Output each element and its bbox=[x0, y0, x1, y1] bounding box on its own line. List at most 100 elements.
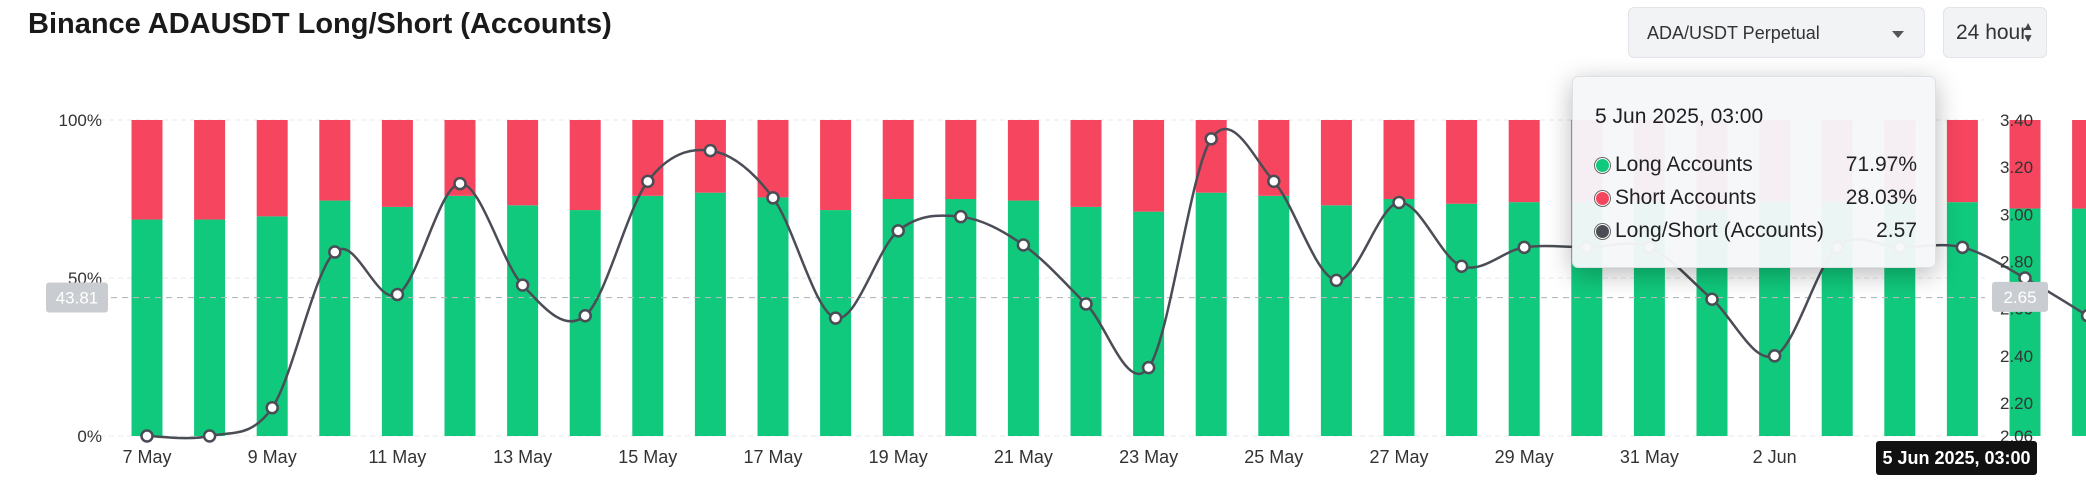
crosshair-right-value: 2.65 bbox=[2003, 288, 2036, 307]
long-bar bbox=[569, 210, 601, 436]
short-dot-icon bbox=[1595, 191, 1610, 206]
ratio-point bbox=[2080, 309, 2086, 323]
crosshair-time-label: 5 Jun 2025, 03:00 bbox=[1876, 441, 2037, 475]
crosshair-left-value: 43.81 bbox=[56, 289, 99, 308]
y-right-tick-label: 2.80 bbox=[2000, 252, 2033, 271]
short-bar bbox=[1070, 120, 1102, 207]
ratio-point bbox=[140, 429, 154, 443]
ratio-point bbox=[891, 224, 905, 238]
long-dot-icon bbox=[1595, 158, 1610, 173]
crosshair-left-badge bbox=[46, 282, 108, 313]
short-bar bbox=[820, 120, 852, 211]
ratio-point bbox=[1267, 174, 1281, 189]
long-bar bbox=[381, 206, 413, 436]
short-bar bbox=[1508, 120, 1540, 203]
long-bar bbox=[694, 192, 726, 436]
short-bar bbox=[131, 120, 163, 220]
chart-title: Binance ADAUSDT Long/Short (Accounts) bbox=[28, 8, 612, 40]
short-bar bbox=[569, 120, 601, 211]
tooltip-value: 28.03% bbox=[1845, 186, 1917, 209]
ratio-point bbox=[766, 191, 780, 205]
ratio-point bbox=[703, 143, 718, 158]
y-right-tick-label: 3.40 bbox=[2000, 111, 2033, 130]
y-right-tick-label: 3.00 bbox=[2000, 205, 2033, 224]
interval-select[interactable]: 24 hour ▲ ▼ bbox=[1943, 7, 2047, 58]
symbol-select[interactable]: ADA/USDT Perpetual bbox=[1628, 7, 1925, 58]
short-bar bbox=[882, 120, 914, 199]
ratio-point bbox=[453, 176, 467, 191]
short-bar bbox=[1195, 120, 1227, 193]
long-bar bbox=[945, 199, 977, 436]
interval-select-value: 24 hour bbox=[1956, 21, 2028, 44]
long-bar bbox=[757, 197, 789, 436]
x-tick-label: 11 May bbox=[369, 447, 427, 467]
tooltip-value: 71.97% bbox=[1845, 153, 1917, 176]
x-tick-label: 17 May bbox=[743, 447, 802, 467]
chart-axes: 0%50%100%43.812.062.202.402.602.803.003.… bbox=[46, 111, 2048, 467]
long-bar bbox=[1446, 203, 1478, 436]
x-tick-label: 13 May bbox=[493, 447, 552, 467]
x-tick-label: 27 May bbox=[1369, 447, 1428, 467]
long-bar bbox=[256, 216, 288, 436]
ratio-point bbox=[1517, 240, 1531, 255]
y-right-tick-label: 2.20 bbox=[2000, 394, 2033, 413]
long-bar bbox=[1007, 200, 1039, 436]
long-bar bbox=[1070, 206, 1102, 436]
y-right-tick-label: 3.20 bbox=[2000, 158, 2033, 177]
ratio-point bbox=[1767, 349, 1782, 363]
long-bar bbox=[1508, 202, 1540, 436]
short-bar bbox=[381, 120, 413, 207]
ratio-point bbox=[1955, 240, 1970, 255]
tooltip-value: 2.57 bbox=[1876, 219, 1917, 242]
ratio-point bbox=[641, 174, 655, 189]
symbol-select-value: ADA/USDT Perpetual bbox=[1647, 23, 1820, 43]
tooltip-label: Short Accounts bbox=[1615, 186, 1757, 209]
up-down-chevron-icon: ▲ ▼ bbox=[2022, 19, 2034, 45]
long-bar bbox=[1946, 202, 1978, 436]
tooltip-row-long: Long Accounts 71.97% bbox=[1595, 153, 1917, 179]
tooltip-label: Long Accounts bbox=[1615, 153, 1753, 176]
long-bar bbox=[632, 195, 664, 436]
short-bar bbox=[1383, 120, 1415, 199]
short-bar bbox=[945, 120, 977, 199]
x-tick-label: 31 May bbox=[1620, 447, 1679, 467]
ratio-point bbox=[2018, 271, 2032, 285]
short-bar bbox=[194, 120, 226, 220]
ratio-point bbox=[828, 311, 843, 325]
long-bar bbox=[507, 205, 539, 436]
ratio-point bbox=[265, 400, 279, 415]
ratio-point bbox=[390, 287, 405, 302]
tooltip-date: 5 Jun 2025, 03:00 bbox=[1595, 105, 1764, 128]
long-bar bbox=[2009, 208, 2041, 436]
tooltip-label: Long/Short (Accounts) bbox=[1615, 219, 1824, 242]
x-tick-label: 7 May bbox=[122, 447, 171, 467]
short-bar bbox=[2009, 120, 2041, 209]
ratio-point bbox=[578, 308, 592, 323]
crosshair-right-badge bbox=[1992, 281, 2048, 312]
ratio-point bbox=[1079, 297, 1093, 311]
short-bar bbox=[1007, 120, 1039, 201]
short-bar bbox=[2072, 120, 2086, 209]
ratio-point bbox=[202, 429, 217, 443]
x-tick-label: 29 May bbox=[1495, 447, 1554, 467]
long-bar bbox=[319, 200, 351, 436]
x-tick-label: 19 May bbox=[869, 447, 928, 467]
tooltip-row-short: Short Accounts 28.03% bbox=[1595, 186, 1917, 212]
ratio-point bbox=[1329, 273, 1344, 288]
ratio-point bbox=[515, 278, 530, 292]
long-bar bbox=[1320, 205, 1352, 436]
x-tick-label: 25 May bbox=[1244, 447, 1303, 467]
ratio-point bbox=[1454, 259, 1469, 273]
y-right-tick-label: 2.40 bbox=[2000, 347, 2033, 366]
ratio-dot-icon bbox=[1595, 224, 1610, 239]
y-left-tick-label: 100% bbox=[59, 111, 102, 130]
long-bar bbox=[1258, 195, 1290, 436]
long-bar bbox=[1133, 211, 1165, 436]
short-bar bbox=[1133, 120, 1165, 212]
ratio-point bbox=[1016, 238, 1031, 252]
chart-tooltip: 5 Jun 2025, 03:00 Long Accounts 71.97% S… bbox=[1572, 76, 1936, 268]
ratio-point bbox=[1141, 360, 1156, 375]
short-bar bbox=[1320, 120, 1352, 206]
x-tick-label: 15 May bbox=[618, 447, 677, 467]
long-bar bbox=[1383, 199, 1415, 436]
